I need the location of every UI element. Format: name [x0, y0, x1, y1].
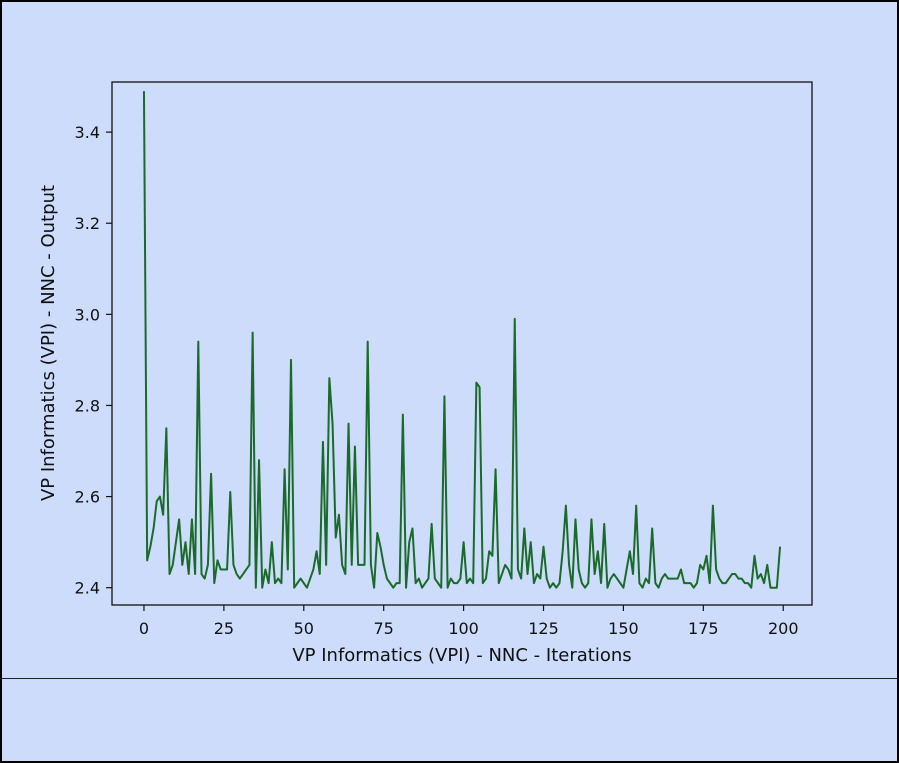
x-tick-label: 75 — [374, 619, 394, 638]
y-axis-label: VP Informatics (VPI) - NNC - Output — [38, 185, 59, 501]
x-tick-label: 0 — [139, 619, 149, 638]
x-axis: 0 25 50 75 100 125 150 175 200 — [139, 605, 799, 638]
plot-area — [111, 81, 813, 606]
y-tick-label: 3.4 — [75, 123, 100, 142]
y-axis: 2.4 2.6 2.8 3.0 3.2 3.4 — [75, 123, 112, 598]
y-tick-label: 2.4 — [75, 579, 100, 598]
divider-line — [2, 678, 897, 679]
x-tick-label: 25 — [214, 619, 234, 638]
y-tick-label: 3.2 — [75, 214, 100, 233]
x-tick-label: 150 — [608, 619, 639, 638]
series-line — [142, 91, 782, 589]
y-tick-label: 2.6 — [75, 488, 100, 507]
x-tick-label: 100 — [448, 619, 479, 638]
x-tick-label: 200 — [768, 619, 799, 638]
x-axis-label: VP Informatics (VPI) - NNC - Iterations — [292, 645, 631, 666]
y-tick-label: 3.0 — [75, 305, 100, 324]
x-tick-label: 125 — [528, 619, 559, 638]
y-tick-label: 2.8 — [75, 396, 100, 415]
x-tick-label: 50 — [294, 619, 314, 638]
x-tick-label: 175 — [688, 619, 719, 638]
